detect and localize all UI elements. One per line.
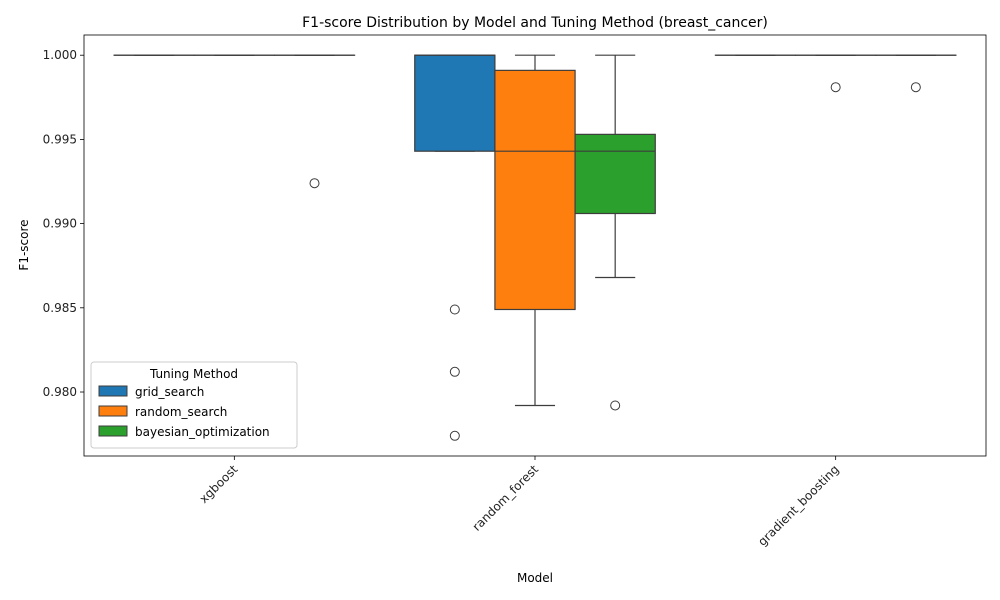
box-iqr (574, 133, 656, 215)
legend-entry-label: random_search (135, 405, 227, 419)
outlier-point (830, 82, 841, 93)
chart-title: F1-score Distribution by Model and Tunin… (302, 15, 768, 31)
box-random_search-random_forest (494, 54, 576, 407)
y-tick-label: 0.995 (43, 132, 77, 146)
outlier-point (449, 304, 460, 315)
legend-swatch (98, 425, 128, 437)
outlier-point (309, 178, 320, 189)
box-iqr (414, 54, 496, 152)
legend-swatch (98, 405, 128, 417)
box-grid_search-random_forest (414, 54, 496, 441)
y-axis: 0.980 0.985 0.990 0.995 1.000 (43, 48, 84, 399)
legend-swatch (98, 385, 128, 397)
y-tick-label: 1.000 (43, 48, 77, 62)
y-tick-label: 0.990 (43, 217, 77, 231)
legend-title: Tuning Method (149, 367, 238, 381)
outlier-point (449, 430, 460, 441)
legend: Tuning Method grid_search random_searchbay… (90, 361, 298, 449)
box-bayesian_optimization-gradient_boosting (875, 54, 957, 93)
y-tick-label: 0.980 (43, 385, 77, 399)
y-axis-title: F1-score (17, 219, 31, 270)
box-iqr (494, 69, 576, 311)
legend-entry-label: grid_search (135, 385, 204, 399)
outlier-point (610, 400, 621, 411)
legend-frame (90, 361, 298, 449)
box-bayesian_optimization-random_forest (574, 54, 656, 411)
x-axis-title: Model (517, 571, 553, 585)
box-bayesian_optimization-xgboost (273, 54, 356, 189)
box-random_search-gradient_boosting (794, 54, 877, 93)
plot-area (113, 54, 957, 441)
outlier-point (910, 82, 921, 93)
y-tick-label: 0.985 (43, 301, 77, 315)
outlier-point (449, 366, 460, 377)
legend-entry-label: bayesian_optimization (135, 425, 270, 439)
